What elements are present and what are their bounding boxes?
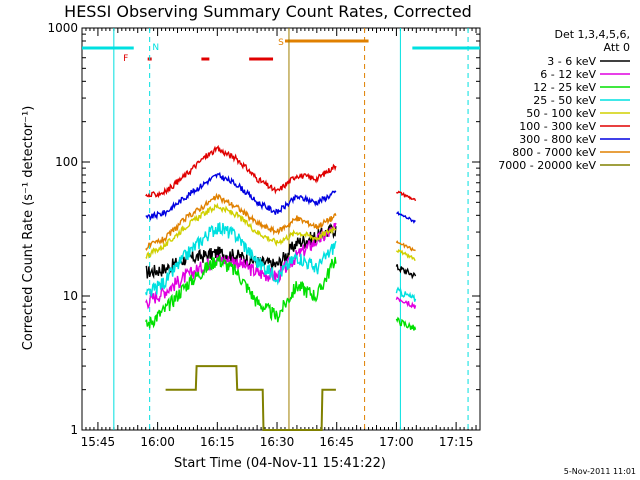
series-line-segment xyxy=(395,240,416,252)
timestamp-footer: 5-Nov-2011 11:01 xyxy=(564,467,636,476)
legend-label: 50 - 100 keV xyxy=(526,107,596,120)
series-line xyxy=(145,222,337,297)
series-line-segment xyxy=(395,248,416,262)
series-line xyxy=(145,222,337,310)
series-line xyxy=(145,192,337,251)
series-line xyxy=(165,365,336,431)
legend-label: 12 - 25 keV xyxy=(533,81,596,94)
series-line xyxy=(145,255,337,329)
x-tick-label: 16:45 xyxy=(319,435,354,449)
x-tick-label: 16:00 xyxy=(140,435,175,449)
x-tick-label: 16:30 xyxy=(260,435,295,449)
legend-label: 25 - 50 keV xyxy=(533,94,596,107)
night-flag-label: N xyxy=(152,43,159,53)
saa-flag-label: S xyxy=(278,38,284,48)
series-line-segment xyxy=(395,316,417,331)
x-tick-label: 16:15 xyxy=(200,435,235,449)
x-tick-label: 17:15 xyxy=(439,435,474,449)
legend-label: 100 - 300 keV xyxy=(519,120,596,133)
series-line-segment xyxy=(396,210,416,224)
legend-label: 3 - 6 keV xyxy=(547,55,596,68)
legend-label: 7000 - 20000 keV xyxy=(498,159,596,172)
y-axis-label: Corrected Count Rate (s⁻¹ detector⁻¹) xyxy=(21,106,36,351)
series-line xyxy=(145,171,337,222)
legend-label: 6 - 12 keV xyxy=(540,68,596,81)
y-tick-label: 10 xyxy=(63,289,78,303)
series-line-segment xyxy=(395,296,417,309)
series-line-segment xyxy=(395,190,417,202)
series-line-segment xyxy=(395,286,417,302)
flare-flag-label: F xyxy=(123,54,128,64)
series-line xyxy=(145,202,337,260)
legend-label: 800 - 7000 keV xyxy=(512,146,596,159)
y-tick-label: 1000 xyxy=(47,21,78,35)
series-line xyxy=(145,144,337,199)
x-tick-label: 17:00 xyxy=(379,435,414,449)
legend-title-line-1: Det 1,3,4,5,6, xyxy=(554,28,630,41)
legend-label: 300 - 800 keV xyxy=(519,133,596,146)
x-axis-label: Start Time (04-Nov-11 15:41:22) xyxy=(174,456,386,471)
series-line-segment xyxy=(395,264,417,280)
chart-title: HESSI Observing Summary Count Rates, Cor… xyxy=(64,2,472,21)
legend-title-line-2: Att 0 xyxy=(604,41,630,54)
y-tick-label: 100 xyxy=(55,155,78,169)
x-tick-label: 15:45 xyxy=(81,435,116,449)
y-tick-label: 1 xyxy=(70,423,78,437)
plot-area: 15:45 16:00 16:15 16:30 16:45 17:00 17:15 1 10 10… xyxy=(47,21,481,449)
